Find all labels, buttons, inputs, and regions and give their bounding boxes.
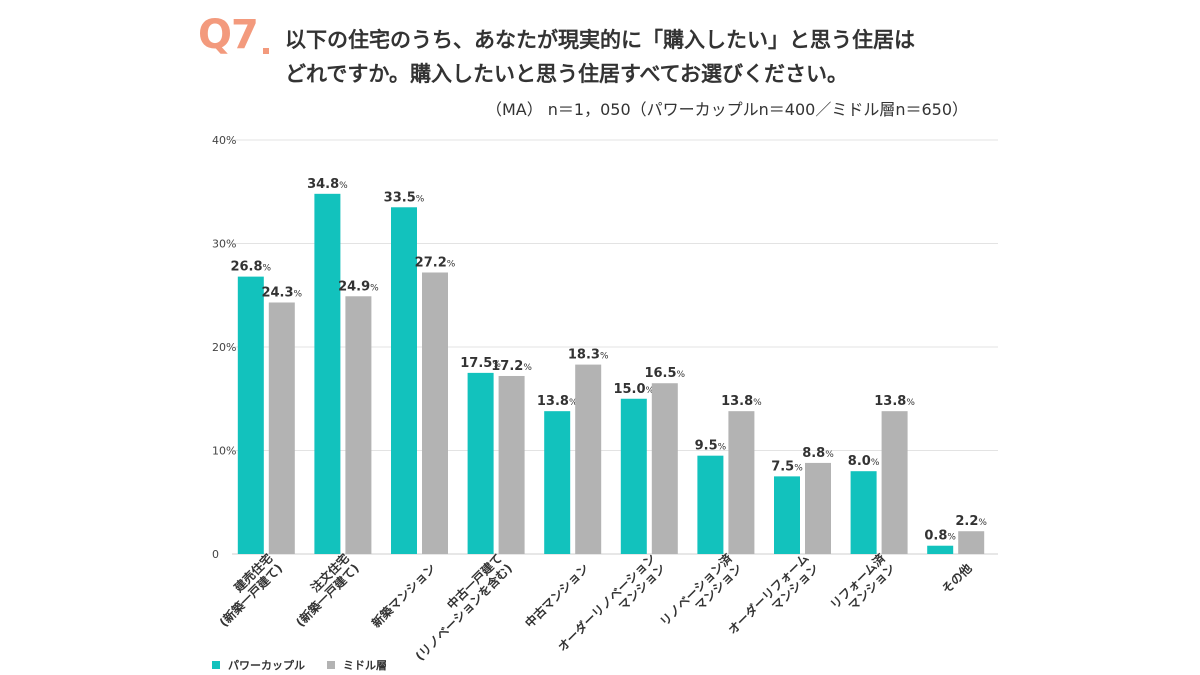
data-label-power-couple: 33.5% bbox=[384, 190, 425, 205]
category-label-line: オーダーリノベーション bbox=[555, 550, 659, 654]
legend-swatch-power-couple bbox=[212, 661, 220, 669]
bar-middle bbox=[881, 411, 908, 554]
data-label-power-couple: 9.5% bbox=[695, 439, 727, 454]
category-label-line: 新築マンション bbox=[368, 560, 438, 630]
bar-power-couple bbox=[467, 372, 494, 554]
data-label-power-couple: 7.5% bbox=[771, 459, 803, 474]
bar-power-couple bbox=[774, 476, 800, 554]
bar-power-couple bbox=[697, 455, 724, 554]
sample-size-note: （MA） n＝1，050（パワーカップルn＝400／ミドル層n＝650） bbox=[485, 100, 968, 119]
data-label-power-couple: 8.0% bbox=[848, 454, 880, 469]
bar-middle bbox=[651, 383, 678, 554]
data-label-power-couple: 15.0% bbox=[613, 382, 654, 397]
data-label-power-couple: 0.8% bbox=[924, 529, 956, 544]
data-label-middle: 24.3% bbox=[261, 285, 302, 300]
bar-power-couple bbox=[850, 471, 877, 554]
y-tick-label: 10% bbox=[212, 445, 236, 458]
bar-power-couple bbox=[391, 207, 417, 554]
category-label: 建売住宅(新築一戸建て) bbox=[216, 550, 285, 629]
y-tick-label: 30% bbox=[212, 238, 236, 251]
legend-label-power-couple: パワーカップル bbox=[228, 659, 305, 672]
bar-power-couple bbox=[314, 193, 341, 554]
legend-swatch-middle bbox=[327, 661, 335, 669]
category-label-line: その他 bbox=[939, 560, 975, 596]
question-number: Q7 bbox=[198, 12, 259, 58]
category-label: その他 bbox=[939, 560, 975, 596]
y-tick-label: 0 bbox=[212, 548, 219, 561]
data-label-middle: 8.8% bbox=[802, 446, 834, 461]
bar-middle bbox=[422, 272, 448, 554]
bar-middle bbox=[805, 462, 831, 554]
bar-middle bbox=[268, 302, 295, 554]
data-label-middle: 17.2% bbox=[491, 359, 532, 374]
question-text-line1: 以下の住宅のうち、あなたが現実的に「購入したい」と思う住居は bbox=[285, 28, 915, 52]
bar-middle bbox=[498, 375, 525, 554]
legend-item-power-couple: パワーカップル bbox=[212, 657, 305, 673]
y-tick-label: 40% bbox=[212, 134, 236, 147]
data-label-middle: 13.8% bbox=[874, 394, 915, 409]
data-label-power-couple: 34.8% bbox=[307, 177, 348, 192]
legend-item-middle: ミドル層 bbox=[327, 657, 387, 673]
question-text-line2: どれですか。購入したいと思う住居すべてお選びください。 bbox=[285, 62, 849, 86]
data-label-middle: 16.5% bbox=[644, 366, 685, 381]
data-label-power-couple: 17.5% bbox=[460, 356, 501, 371]
bar-power-couple bbox=[237, 276, 264, 554]
question-number-dot bbox=[263, 48, 269, 54]
data-label-middle: 18.3% bbox=[568, 348, 609, 363]
bar-middle bbox=[958, 531, 985, 554]
data-label-power-couple: 13.8% bbox=[537, 394, 578, 409]
bar-power-couple bbox=[620, 398, 647, 554]
data-label-middle: 24.9% bbox=[338, 279, 379, 294]
bar-middle bbox=[575, 364, 602, 554]
data-label-power-couple: 26.8% bbox=[230, 260, 271, 275]
data-label-middle: 13.8% bbox=[721, 394, 762, 409]
category-label: 注文住宅(新築一戸建て) bbox=[293, 550, 362, 629]
bar-middle bbox=[345, 296, 372, 554]
y-tick-label: 20% bbox=[212, 341, 236, 354]
category-label: 新築マンション bbox=[368, 560, 438, 630]
category-label: 中古一戸建て(リノベーションを含む) bbox=[412, 550, 515, 663]
bar-power-couple bbox=[544, 411, 571, 554]
data-label-middle: 2.2% bbox=[955, 514, 987, 529]
bar-power-couple bbox=[927, 545, 954, 554]
data-label-middle: 27.2% bbox=[415, 255, 456, 270]
legend-label-middle: ミドル層 bbox=[343, 659, 387, 672]
bar-middle bbox=[728, 411, 755, 554]
